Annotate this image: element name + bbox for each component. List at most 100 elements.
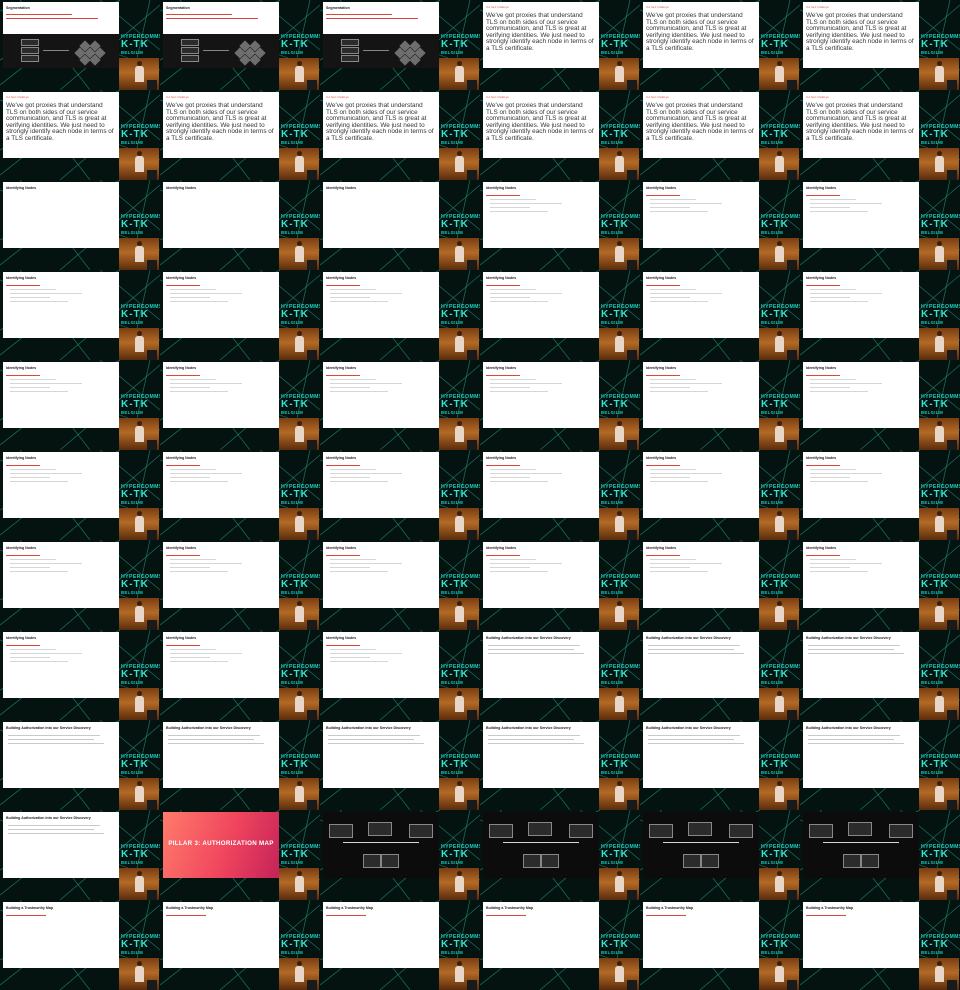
thumbnail-frame[interactable]: Identifying Nodes HYPERCOMMS K-TK BELGIUM bbox=[480, 360, 640, 450]
speaker-video bbox=[119, 958, 159, 990]
thumbnail-frame[interactable]: HYPERCOMMS K-TK BELGIUM bbox=[320, 810, 480, 900]
speaker-video bbox=[759, 238, 799, 270]
thumbnail-frame[interactable]: Building a Trustworthy Map HYPERCOMMS K-TK… bbox=[160, 900, 320, 990]
thumbnail-frame[interactable]: Identifying Nodes HYPERCOMMS K-TK BELGIUM bbox=[800, 270, 960, 360]
thumbnail-frame[interactable]: Identifying Nodes HYPERCOMMS K-TK BELGIUM bbox=[160, 540, 320, 630]
thumbnail-frame[interactable]: Building Authorization into our Service … bbox=[800, 720, 960, 810]
thumbnail-frame[interactable]: Identifying Nodes HYPERCOMMS K-TK BELGIUM bbox=[320, 180, 480, 270]
logo-line-3: BELGIUM bbox=[121, 230, 144, 235]
thumbnail-frame[interactable]: HYPERCOMMS K-TK BELGIUM bbox=[800, 810, 960, 900]
thumbnail-frame[interactable]: Identifying Nodes HYPERCOMMS K-TK BELGIUM bbox=[320, 450, 480, 540]
podium bbox=[467, 80, 477, 90]
thumbnail-frame[interactable]: Our Next Challenge We've got proxies that… bbox=[640, 0, 800, 90]
thumbnail-frame[interactable]: Building Authorization into our Service … bbox=[320, 720, 480, 810]
thumbnail-frame[interactable]: Identifying Nodes HYPERCOMMS K-TK BELGIUM bbox=[0, 270, 160, 360]
thumbnail-frame[interactable]: Identifying Nodes HYPERCOMMS K-TK BELGIUM bbox=[480, 540, 640, 630]
thumbnail-frame[interactable]: HYPERCOMMS K-TK BELGIUM bbox=[640, 810, 800, 900]
podium bbox=[787, 800, 797, 810]
thumbnail-frame[interactable]: Segmentation HYPERCOMMS K-TK BELGIUM bbox=[320, 0, 480, 90]
thumbnail-frame[interactable]: Identifying Nodes HYPERCOMMS K-TK BELGIUM bbox=[160, 450, 320, 540]
thumbnail-frame[interactable]: Identifying Nodes HYPERCOMMS K-TK BELGIUM bbox=[640, 360, 800, 450]
thumbnail-frame[interactable]: Building Authorization into our Service … bbox=[480, 720, 640, 810]
thumbnail-frame[interactable]: Our Next Challenge We've got proxies that… bbox=[640, 90, 800, 180]
speaker-video bbox=[599, 598, 639, 630]
thumbnail-frame[interactable]: Segmentation HYPERCOMMS K-TK BELGIUM bbox=[0, 0, 160, 90]
thumbnail-frame[interactable]: Identifying Nodes HYPERCOMMS K-TK BELGIUM bbox=[480, 270, 640, 360]
thumbnail-frame[interactable]: Identifying Nodes HYPERCOMMS K-TK BELGIUM bbox=[0, 540, 160, 630]
thumbnail-frame[interactable]: Building a Trustworthy Map HYPERCOMMS K-TK… bbox=[0, 900, 160, 990]
thumbnail-frame[interactable]: Identifying Nodes HYPERCOMMS K-TK BELGIUM bbox=[320, 360, 480, 450]
logo-line-3: BELGIUM bbox=[121, 500, 144, 505]
thumbnail-frame[interactable]: Building Authorization into our Service … bbox=[0, 810, 160, 900]
logo-line-1: HYPERCOMMS bbox=[281, 394, 320, 400]
thumbnail-frame[interactable]: Identifying Nodes HYPERCOMMS K-TK BELGIUM bbox=[640, 540, 800, 630]
text-line bbox=[10, 379, 56, 380]
thumbnail-frame[interactable]: Building a Trustworthy Map HYPERCOMMS K-TK… bbox=[640, 900, 800, 990]
thumbnail-frame[interactable]: Our Next Challenge We've got proxies that… bbox=[480, 90, 640, 180]
logo-line-2: K-TK bbox=[281, 939, 309, 950]
speaker-body bbox=[615, 156, 624, 172]
thumbnail-frame[interactable]: Identifying Nodes HYPERCOMMS K-TK BELGIUM bbox=[480, 180, 640, 270]
slide-title: Building Authorization into our Service … bbox=[326, 726, 411, 730]
thumbnail-frame[interactable]: Identifying Nodes HYPERCOMMS K-TK BELGIUM bbox=[160, 630, 320, 720]
text-line bbox=[650, 297, 690, 298]
thumbnail-frame[interactable]: Identifying Nodes HYPERCOMMS K-TK BELGIUM bbox=[800, 540, 960, 630]
thumbnail-frame[interactable]: Building a Trustworthy Map HYPERCOMMS K-TK… bbox=[320, 900, 480, 990]
thumbnail-frame[interactable]: Identifying Nodes HYPERCOMMS K-TK BELGIUM bbox=[160, 360, 320, 450]
text-line bbox=[490, 477, 530, 478]
thumbnail-frame[interactable]: Our Next Challenge We've got proxies that… bbox=[800, 90, 960, 180]
thumbnail-frame[interactable]: Identifying Nodes HYPERCOMMS K-TK BELGIUM bbox=[640, 270, 800, 360]
thumbnail-frame[interactable]: Our Next Challenge We've got proxies that… bbox=[480, 0, 640, 90]
logo-line-1: HYPERCOMMS bbox=[441, 124, 480, 130]
podium bbox=[147, 800, 157, 810]
speaker-body bbox=[295, 426, 304, 442]
thumbnail-frame[interactable]: Identifying Nodes HYPERCOMMS K-TK BELGIUM bbox=[800, 450, 960, 540]
thumbnail-frame[interactable]: Identifying Nodes HYPERCOMMS K-TK BELGIUM bbox=[640, 180, 800, 270]
thumbnail-frame[interactable]: Our Next Challenge We've got proxies that… bbox=[160, 90, 320, 180]
text-line bbox=[330, 653, 402, 654]
thumbnail-frame[interactable]: Building Authorization into our Service … bbox=[640, 630, 800, 720]
thumbnail-frame[interactable]: Identifying Nodes HYPERCOMMS K-TK BELGIUM bbox=[0, 450, 160, 540]
text-line bbox=[8, 743, 104, 744]
thumbnail-frame[interactable]: Identifying Nodes HYPERCOMMS K-TK BELGIUM bbox=[0, 630, 160, 720]
thumbnail-frame[interactable]: Building Authorization into our Service … bbox=[160, 720, 320, 810]
logo-line-3: BELGIUM bbox=[121, 950, 144, 955]
thumbnail-frame[interactable]: Identifying Nodes HYPERCOMMS K-TK BELGIUM bbox=[160, 270, 320, 360]
thumbnail-frame[interactable]: Building Authorization into our Service … bbox=[640, 720, 800, 810]
slide-kicker: Our Next Challenge bbox=[166, 96, 189, 99]
thumbnail-frame[interactable]: Identifying Nodes HYPERCOMMS K-TK BELGIUM bbox=[320, 270, 480, 360]
thumbnail-frame[interactable]: Identifying Nodes HYPERCOMMS K-TK BELGIUM bbox=[160, 180, 320, 270]
thumbnail-frame[interactable]: Building a Trustworthy Map HYPERCOMMS K-TK… bbox=[800, 900, 960, 990]
thumbnail-frame[interactable]: Identifying Nodes HYPERCOMMS K-TK BELGIUM bbox=[0, 360, 160, 450]
thumbnail-frame[interactable]: Identifying Nodes HYPERCOMMS K-TK BELGIUM bbox=[480, 450, 640, 540]
logo-line-3: BELGIUM bbox=[441, 50, 464, 55]
thumbnail-frame[interactable]: Building a Trustworthy Map HYPERCOMMS K-TK… bbox=[480, 900, 640, 990]
podium bbox=[147, 890, 157, 900]
logo-line-3: BELGIUM bbox=[281, 500, 304, 505]
thumbnail-frame[interactable]: HYPERCOMMS K-TK BELGIUM bbox=[480, 810, 640, 900]
thumbnail-frame[interactable]: Our Next Challenge We've got proxies that… bbox=[0, 90, 160, 180]
speaker-head bbox=[937, 871, 942, 876]
speaker-body bbox=[615, 516, 624, 532]
thumbnail-frame[interactable]: PILLAR 3: AUTHORIZATION MAP HYPERCOMMS K-T… bbox=[160, 810, 320, 900]
logo-line-1: HYPERCOMMS bbox=[921, 304, 960, 310]
thumbnail-frame[interactable]: Identifying Nodes HYPERCOMMS K-TK BELGIUM bbox=[320, 630, 480, 720]
speaker-head bbox=[457, 781, 462, 786]
thumbnail-frame[interactable]: Building Authorization into our Service … bbox=[480, 630, 640, 720]
thumbnail-frame[interactable]: Our Next Challenge We've got proxies that… bbox=[320, 90, 480, 180]
thumbnail-frame[interactable]: Identifying Nodes HYPERCOMMS K-TK BELGIUM bbox=[800, 180, 960, 270]
thumbnail-frame[interactable]: Identifying Nodes HYPERCOMMS K-TK BELGIUM bbox=[320, 540, 480, 630]
speaker-video bbox=[919, 58, 959, 90]
speaker-body bbox=[775, 336, 784, 352]
thumbnail-frame[interactable]: Segmentation HYPERCOMMS K-TK BELGIUM bbox=[160, 0, 320, 90]
thumbnail-frame[interactable]: Building Authorization into our Service … bbox=[800, 630, 960, 720]
speaker-video bbox=[439, 598, 479, 630]
thumbnail-frame[interactable]: Identifying Nodes HYPERCOMMS K-TK BELGIUM bbox=[640, 450, 800, 540]
thumbnail-frame[interactable]: Identifying Nodes HYPERCOMMS K-TK BELGIUM bbox=[0, 180, 160, 270]
thumbnail-frame[interactable]: Building Authorization into our Service … bbox=[0, 720, 160, 810]
logo-line-1: HYPERCOMMS bbox=[601, 214, 640, 220]
thumbnail-frame[interactable]: Our Next Challenge We've got proxies that… bbox=[800, 0, 960, 90]
service-box bbox=[181, 47, 199, 54]
thumbnail-frame[interactable]: Identifying Nodes HYPERCOMMS K-TK BELGIUM bbox=[800, 360, 960, 450]
service-box bbox=[21, 55, 39, 62]
